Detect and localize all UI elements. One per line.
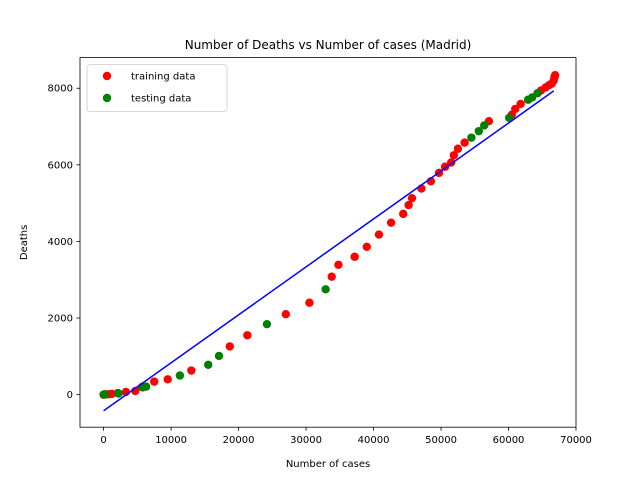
x-tick-label: 70000	[560, 435, 592, 446]
x-tick-label: 60000	[493, 435, 525, 446]
legend-box	[86, 64, 228, 112]
training-point	[327, 272, 336, 281]
chart-title: Number of Deaths vs Number of cases (Mad…	[185, 38, 472, 52]
legend-label-training: training data	[131, 72, 195, 83]
testing-point	[321, 285, 330, 294]
x-tick-label: 40000	[358, 435, 390, 446]
testing-point	[533, 89, 542, 98]
y-tick-label: 0	[67, 390, 73, 401]
y-axis-label: Deaths	[19, 225, 30, 260]
training-point	[399, 209, 408, 219]
training-point	[386, 218, 396, 227]
training-point	[453, 144, 463, 153]
y-tick-label: 4000	[48, 237, 73, 248]
training-point	[374, 230, 384, 239]
training-point	[516, 99, 525, 109]
y-tick-label: 8000	[48, 84, 73, 95]
x-tick-label: 20000	[223, 435, 255, 446]
y-tick-label: 6000	[48, 160, 73, 171]
testing-point	[480, 121, 489, 130]
x-axis: 0 10000 20000 30000 40000 50000 60000 70000	[100, 427, 592, 446]
training-point	[550, 71, 560, 80]
testing-point	[262, 319, 272, 329]
testing-point	[467, 133, 476, 142]
axes-frame	[79, 57, 577, 428]
testing-point	[504, 113, 514, 122]
training-point	[449, 151, 459, 160]
testing-point	[204, 360, 213, 369]
y-tick-label: 2000	[48, 314, 73, 325]
plot-area	[99, 71, 560, 412]
training-point	[460, 138, 469, 147]
testing-point	[114, 389, 123, 398]
testing-point	[141, 382, 151, 391]
training-point	[404, 200, 413, 210]
training-point	[225, 342, 235, 351]
regression-line	[103, 90, 555, 412]
x-tick-label: 30000	[290, 435, 322, 446]
training-point	[150, 377, 159, 386]
legend-label-testing: testing data	[131, 94, 191, 105]
training-point	[281, 310, 291, 319]
training-point	[163, 375, 172, 384]
training-point	[187, 366, 196, 375]
x-tick-label: 10000	[155, 435, 187, 446]
legend: training data testing data	[86, 64, 228, 112]
y-axis: 0 2000 4000 6000 8000	[48, 84, 80, 401]
x-tick-label: 50000	[425, 435, 457, 446]
testing-point	[175, 371, 185, 380]
training-point	[305, 298, 314, 307]
training-point	[407, 193, 417, 203]
training-point	[350, 252, 359, 261]
legend-marker-testing	[102, 93, 112, 103]
testing-point	[100, 390, 110, 399]
training-point	[334, 260, 343, 270]
x-tick-label: 0	[100, 435, 106, 446]
x-axis-label: Number of cases	[286, 459, 370, 470]
training-point	[511, 104, 520, 114]
testing-point	[474, 126, 484, 136]
legend-marker-training	[102, 71, 112, 81]
testing-point	[214, 351, 224, 361]
training-point	[243, 331, 252, 340]
training-point	[362, 242, 371, 251]
